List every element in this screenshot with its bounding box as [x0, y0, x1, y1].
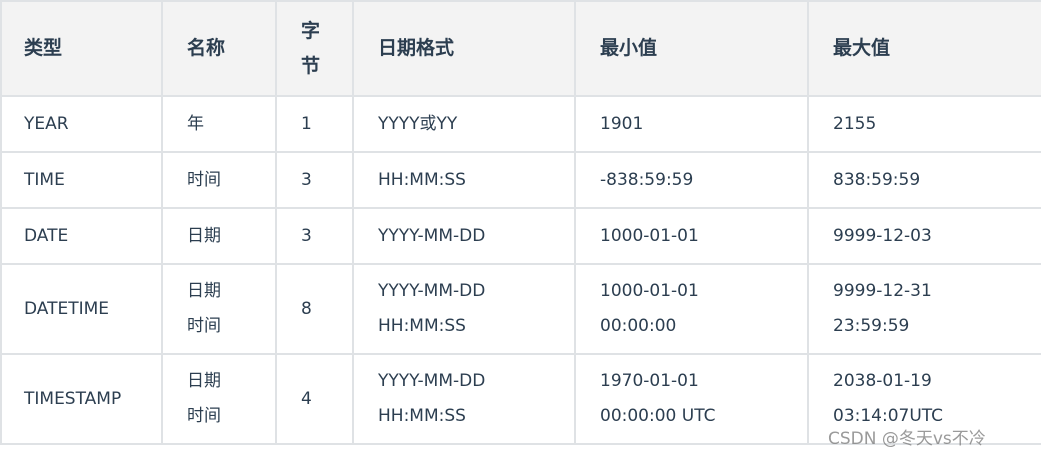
cell-type: TIME — [0, 151, 163, 209]
cell-name-line: 时间 — [187, 316, 221, 336]
table-row: TIME 时间 3 HH:MM:SS -838:59:59 838:59:59 — [0, 151, 1041, 209]
cell-format: YYYY-MM-DD HH:MM:SS — [352, 353, 576, 445]
cell-bytes: 3 — [275, 151, 354, 209]
cell-max: 9999-12-03 — [807, 207, 1041, 265]
cell-type: YEAR — [0, 95, 163, 153]
cell-format-line: YYYY或YY — [378, 113, 458, 134]
cell-max-line: 9999-12-03 — [833, 225, 932, 246]
table-row: TIMESTAMP 日期 时间 4 YYYY-MM-DD HH:MM:SS 1970-01-… — [0, 353, 1041, 445]
cell-name: 年 — [161, 95, 277, 153]
cell-format-line: HH:MM:SS — [378, 169, 466, 190]
cell-min: 1901 — [574, 95, 809, 153]
header-row: 类型 名称 字节 日期格式 最小值 最大值 — [0, 0, 1041, 97]
cell-max: 9999-12-31 23:59:59 — [807, 263, 1041, 355]
cell-bytes: 8 — [275, 263, 354, 355]
cell-max: 838:59:59 — [807, 151, 1041, 209]
cell-min-line: 1000-01-01 — [600, 225, 699, 246]
cell-min-line: 1000-01-01 — [600, 281, 699, 301]
cell-min-line: -838:59:59 — [600, 169, 694, 190]
csdn-watermark: CSDN @冬天vs不冷 — [828, 429, 986, 449]
cell-name: 日期 — [161, 207, 277, 265]
cell-max: 2038-01-19 03:14:07UTC — [807, 353, 1041, 445]
header-min: 最小值 — [574, 0, 809, 97]
cell-name-line: 时间 — [187, 406, 221, 426]
cell-type: TIMESTAMP — [0, 353, 163, 445]
header-max: 最大值 — [807, 0, 1041, 97]
cell-format-line: YYYY-MM-DD — [378, 225, 486, 246]
cell-min-line: 00:00:00 — [600, 316, 677, 336]
table-row: YEAR 年 1 YYYY或YY 1901 2155 — [0, 95, 1041, 153]
cell-format: YYYY-MM-DD — [352, 207, 576, 265]
table-row: DATE 日期 3 YYYY-MM-DD 1000-01-01 9999-12-03 — [0, 207, 1041, 265]
cell-format: HH:MM:SS — [352, 151, 576, 209]
cell-name-line: 年 — [187, 113, 204, 134]
cell-max-line: 23:59:59 — [833, 316, 910, 336]
cell-name: 日期 时间 — [161, 353, 277, 445]
table-row: DATETIME 日期 时间 8 YYYY-MM-DD HH:MM:SS 1000-01-0… — [0, 263, 1041, 355]
cell-min: 1000-01-01 00:00:00 — [574, 263, 809, 355]
cell-max-line: 838:59:59 — [833, 169, 921, 190]
cell-format-line: YYYY-MM-DD — [378, 281, 486, 301]
cell-max-line: 2155 — [833, 113, 877, 134]
header-bytes-line: 节 — [301, 54, 321, 77]
cell-name-line: 时间 — [187, 169, 221, 190]
header-type: 类型 — [0, 0, 163, 97]
cell-min-line: 1901 — [600, 113, 644, 134]
cell-format-line: HH:MM:SS — [378, 316, 466, 336]
cell-bytes: 1 — [275, 95, 354, 153]
cell-name: 日期 时间 — [161, 263, 277, 355]
cell-max-line: 2038-01-19 — [833, 371, 932, 391]
header-name: 名称 — [161, 0, 277, 97]
date-types-table: 类型 名称 字节 日期格式 最小值 最大值 YEAR 年 1 YYYY或YY 1901 2… — [0, 0, 1041, 445]
header-bytes-line: 字 — [301, 19, 321, 42]
cell-min: -838:59:59 — [574, 151, 809, 209]
cell-name-line: 日期 — [187, 225, 221, 246]
cell-min: 1970-01-01 00:00:00 UTC — [574, 353, 809, 445]
cell-format: YYYY-MM-DD HH:MM:SS — [352, 263, 576, 355]
cell-name-line: 日期 — [187, 281, 221, 301]
cell-format-line: YYYY-MM-DD — [378, 371, 486, 391]
cell-format-line: HH:MM:SS — [378, 406, 466, 426]
cell-name-line: 日期 — [187, 371, 221, 391]
cell-max-line: 9999-12-31 — [833, 281, 932, 301]
cell-format: YYYY或YY — [352, 95, 576, 153]
cell-type: DATE — [0, 207, 163, 265]
cell-min-line: 00:00:00 UTC — [600, 406, 716, 426]
header-format: 日期格式 — [352, 0, 576, 97]
header-bytes: 字节 — [275, 0, 354, 97]
cell-bytes: 3 — [275, 207, 354, 265]
cell-min: 1000-01-01 — [574, 207, 809, 265]
cell-type: DATETIME — [0, 263, 163, 355]
cell-max: 2155 — [807, 95, 1041, 153]
cell-bytes: 4 — [275, 353, 354, 445]
cell-name: 时间 — [161, 151, 277, 209]
cell-max-line: 03:14:07UTC — [833, 406, 944, 426]
cell-min-line: 1970-01-01 — [600, 371, 699, 391]
